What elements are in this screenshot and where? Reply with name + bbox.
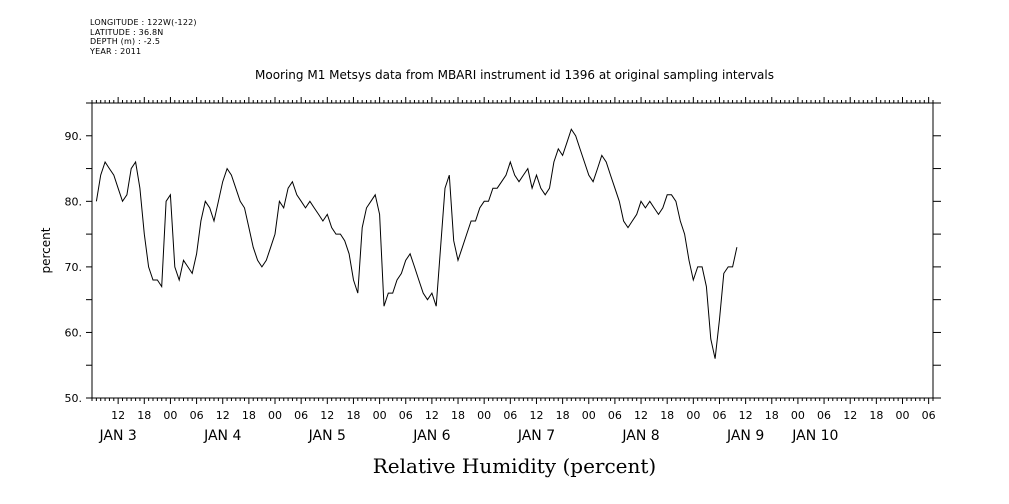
variable-title: Relative Humidity (percent) <box>372 454 657 478</box>
x-tick-label: 18 <box>556 409 570 422</box>
x-tick-label: 12 <box>111 409 125 422</box>
date-label: JAN 7 <box>517 428 555 444</box>
date-label: JAN 5 <box>308 428 346 444</box>
x-tick-label: 12 <box>634 409 648 422</box>
x-tick-label: 12 <box>320 409 334 422</box>
latitude-label: LATITUDE : 36.8N <box>90 27 164 37</box>
x-tick-label: 06 <box>190 409 204 422</box>
x-tick-label: 12 <box>529 409 543 422</box>
x-tick-label: 06 <box>294 409 308 422</box>
x-tick-label: 06 <box>922 409 936 422</box>
date-label: JAN 9 <box>726 428 764 444</box>
y-tick-label: 50. <box>65 392 83 405</box>
x-tick-label: 18 <box>346 409 360 422</box>
x-tick-label: 12 <box>843 409 857 422</box>
y-tick-label: 60. <box>65 326 83 339</box>
x-tick-label: 00 <box>163 409 177 422</box>
date-label: JAN 3 <box>98 428 136 444</box>
x-tick-label: 00 <box>686 409 700 422</box>
x-tick-label: 18 <box>765 409 779 422</box>
longitude-label: LONGITUDE : 122W(-122) <box>90 18 197 27</box>
y-tick-label: 90. <box>65 130 83 143</box>
x-tick-label: 12 <box>739 409 753 422</box>
x-tick-label: 18 <box>660 409 674 422</box>
x-tick-label: 06 <box>608 409 622 422</box>
axis-labels: 50. 60. 70. 80. 90. 12 18 00 06 12 18 00 06 12 18 00 06 1… <box>39 130 936 444</box>
metadata-block: LONGITUDE : 122W(-122) LATITUDE : 36.8N … <box>90 18 197 56</box>
depth-label: DEPTH (m) : -2.5 <box>90 37 161 46</box>
x-tick-label: 00 <box>268 409 282 422</box>
plot-border <box>91 102 934 399</box>
y-tick-label: 70. <box>65 261 83 274</box>
x-tick-label: 06 <box>503 409 517 422</box>
x-tick-label: 06 <box>712 409 726 422</box>
date-label: JAN 8 <box>621 428 659 444</box>
x-tick-label: 00 <box>582 409 596 422</box>
x-tick-label: 18 <box>242 409 256 422</box>
x-tick-label: 00 <box>895 409 909 422</box>
x-tick-label: 18 <box>451 409 465 422</box>
plot-frame <box>91 102 934 399</box>
x-tick-label: 18 <box>869 409 883 422</box>
x-tick-label: 06 <box>399 409 413 422</box>
x-tick-label: 00 <box>791 409 805 422</box>
y-axis-label: percent <box>39 227 53 273</box>
axis-ticks <box>86 97 941 404</box>
year-label: YEAR : 2011 <box>90 46 142 56</box>
y-tick-label: 80. <box>65 195 83 208</box>
x-tick-label: 18 <box>137 409 151 422</box>
x-tick-label: 00 <box>477 409 491 422</box>
x-tick-label: 06 <box>817 409 831 422</box>
chart-title: Mooring M1 Metsys data from MBARI instru… <box>255 68 774 82</box>
series-line <box>95 128 738 359</box>
x-tick-label: 12 <box>216 409 230 422</box>
series-layer <box>95 128 738 359</box>
x-tick-label: 00 <box>373 409 387 422</box>
date-label: JAN 4 <box>203 428 241 444</box>
date-label: JAN 6 <box>412 428 450 444</box>
x-tick-label: 12 <box>425 409 439 422</box>
date-label: JAN 10 <box>791 428 838 444</box>
